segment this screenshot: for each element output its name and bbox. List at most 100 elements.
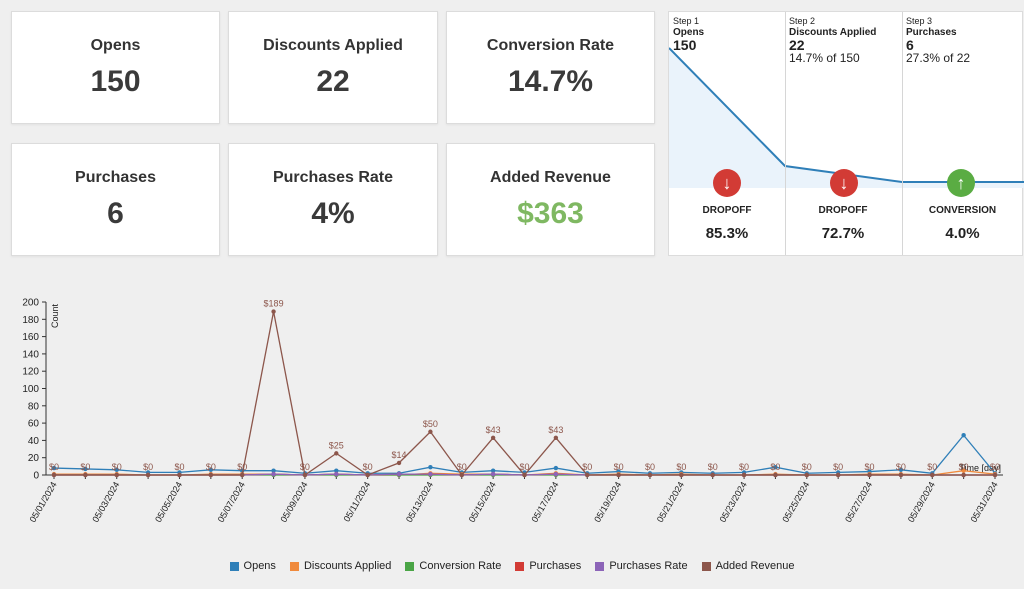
revenue-data-label: $0 (833, 462, 843, 472)
data-point (396, 460, 402, 466)
revenue-data-label: $0 (896, 462, 906, 472)
x-tick-label: 05/09/2024 (278, 480, 309, 524)
conversion-label: CONVERSION (928, 205, 997, 216)
revenue-data-label: $25 (329, 440, 344, 450)
y-tick-label: 40 (28, 436, 40, 447)
chart-legend: Opens Discounts Applied Conversion Rate … (0, 560, 1024, 572)
dropoff-value: 72.7% (821, 225, 865, 242)
step-count: 22 (789, 37, 805, 53)
step-name: Purchases (906, 27, 957, 38)
kpi-card-opens: Opens 150 (11, 11, 220, 124)
legend-swatch (701, 561, 711, 571)
kpi-label: Opens (90, 36, 141, 54)
revenue-data-label: $0 (645, 462, 655, 472)
legend-swatch (229, 561, 239, 571)
data-point (240, 472, 245, 478)
data-point (145, 472, 151, 478)
x-tick-label: 05/23/2024 (718, 480, 749, 524)
data-point (490, 435, 496, 441)
x-tick-label: 05/25/2024 (780, 480, 811, 524)
legend-item-conversion-rate[interactable]: Conversion Rate (405, 560, 501, 572)
data-point (208, 472, 214, 478)
revenue-data-label: $0 (865, 462, 875, 472)
y-tick-label: 0 (33, 471, 39, 482)
data-point (898, 467, 904, 473)
legend-item-purchases-rate[interactable]: Purchases Rate (595, 560, 688, 572)
funnel-divider (902, 12, 903, 255)
legend-label: Opens (243, 560, 276, 572)
arrow-down-icon: ↓ (713, 169, 741, 197)
data-point (490, 468, 496, 473)
funnel-step-2: Step 2 Discounts Applied 22 14.7% of 150 (785, 12, 902, 255)
kpi-label: Conversion Rate (486, 36, 615, 54)
revenue-data-label: $0 (927, 462, 937, 472)
data-point (961, 472, 966, 478)
dropoff-label: DROPOFF (702, 205, 752, 216)
legend-item-purchases[interactable]: Purchases (515, 560, 581, 572)
legend-item-discounts-applied[interactable]: Discounts Applied (289, 560, 392, 572)
x-axis-label: Time [day] (959, 463, 1001, 473)
revenue-data-label: $0 (582, 462, 592, 472)
y-tick-label: 180 (22, 315, 39, 326)
revenue-data-label: $0 (457, 462, 467, 472)
data-point (961, 468, 966, 473)
revenue-data-label: $0 (739, 462, 749, 472)
revenue-data-label: $0 (112, 462, 122, 472)
data-point (51, 465, 57, 471)
y-tick-label: 200 (22, 298, 39, 309)
kpi-value: 4% (311, 196, 355, 230)
y-tick-label: 80 (28, 401, 40, 412)
data-point (83, 466, 88, 472)
data-point (271, 471, 276, 477)
x-tick-label: 05/15/2024 (467, 480, 498, 524)
data-point (835, 472, 841, 478)
revenue-data-label: $0 (49, 462, 59, 472)
revenue-data-label: $14 (392, 450, 407, 460)
revenue-data-label: $0 (770, 462, 780, 472)
legend-label: Purchases (529, 560, 582, 572)
legend-item-opens[interactable]: Opens (229, 560, 276, 572)
data-point (428, 471, 433, 477)
revenue-data-label: $0 (363, 462, 373, 472)
revenue-data-label: $0 (80, 462, 90, 472)
data-point (898, 472, 904, 478)
revenue-data-label: $50 (423, 419, 438, 429)
kpi-value: 6 (107, 196, 124, 230)
x-tick-label: 05/31/2024 (969, 480, 1000, 524)
data-point (459, 472, 464, 478)
data-point (114, 467, 119, 473)
data-point (679, 472, 684, 478)
funnel-divider (785, 12, 786, 255)
legend-swatch (515, 561, 525, 571)
data-point (773, 472, 778, 478)
data-point (741, 472, 747, 478)
revenue-data-label: $0 (237, 462, 247, 472)
data-point (51, 472, 57, 478)
step-count: 150 (673, 37, 697, 53)
data-point (208, 467, 214, 473)
step-percent: 14.7% of 150 (789, 51, 860, 65)
data-point (334, 468, 339, 473)
x-tick-label: 05/17/2024 (529, 480, 560, 524)
revenue-data-label: $43 (548, 425, 563, 435)
revenue-data-label: $0 (519, 462, 529, 472)
legend-swatch (595, 561, 605, 571)
revenue-data-label: $0 (990, 462, 1000, 472)
revenue-data-label: $0 (708, 462, 718, 472)
data-point (585, 472, 590, 478)
kpi-value: 150 (90, 64, 141, 98)
data-point (553, 471, 559, 477)
funnel-step-3: Step 3 Purchases 6 27.3% of 22 (902, 12, 1023, 255)
revenue-data-label: $0 (959, 462, 969, 472)
data-point (992, 472, 998, 478)
x-tick-label: 05/29/2024 (906, 480, 937, 524)
y-tick-label: 100 (22, 384, 39, 395)
data-point (647, 472, 653, 478)
funnel-panel: Step 1 Opens 150 Step 2 Discounts Applie… (668, 11, 1024, 256)
data-point (710, 472, 715, 478)
legend-label: Discounts Applied (303, 560, 392, 572)
step-header: Step 2 Discounts Applied 22 14.7% of 150 (789, 16, 876, 64)
legend-item-added-revenue[interactable]: Added Revenue (701, 560, 794, 572)
x-tick-label: 05/27/2024 (843, 480, 874, 524)
arrow-down-icon: ↓ (830, 169, 858, 197)
